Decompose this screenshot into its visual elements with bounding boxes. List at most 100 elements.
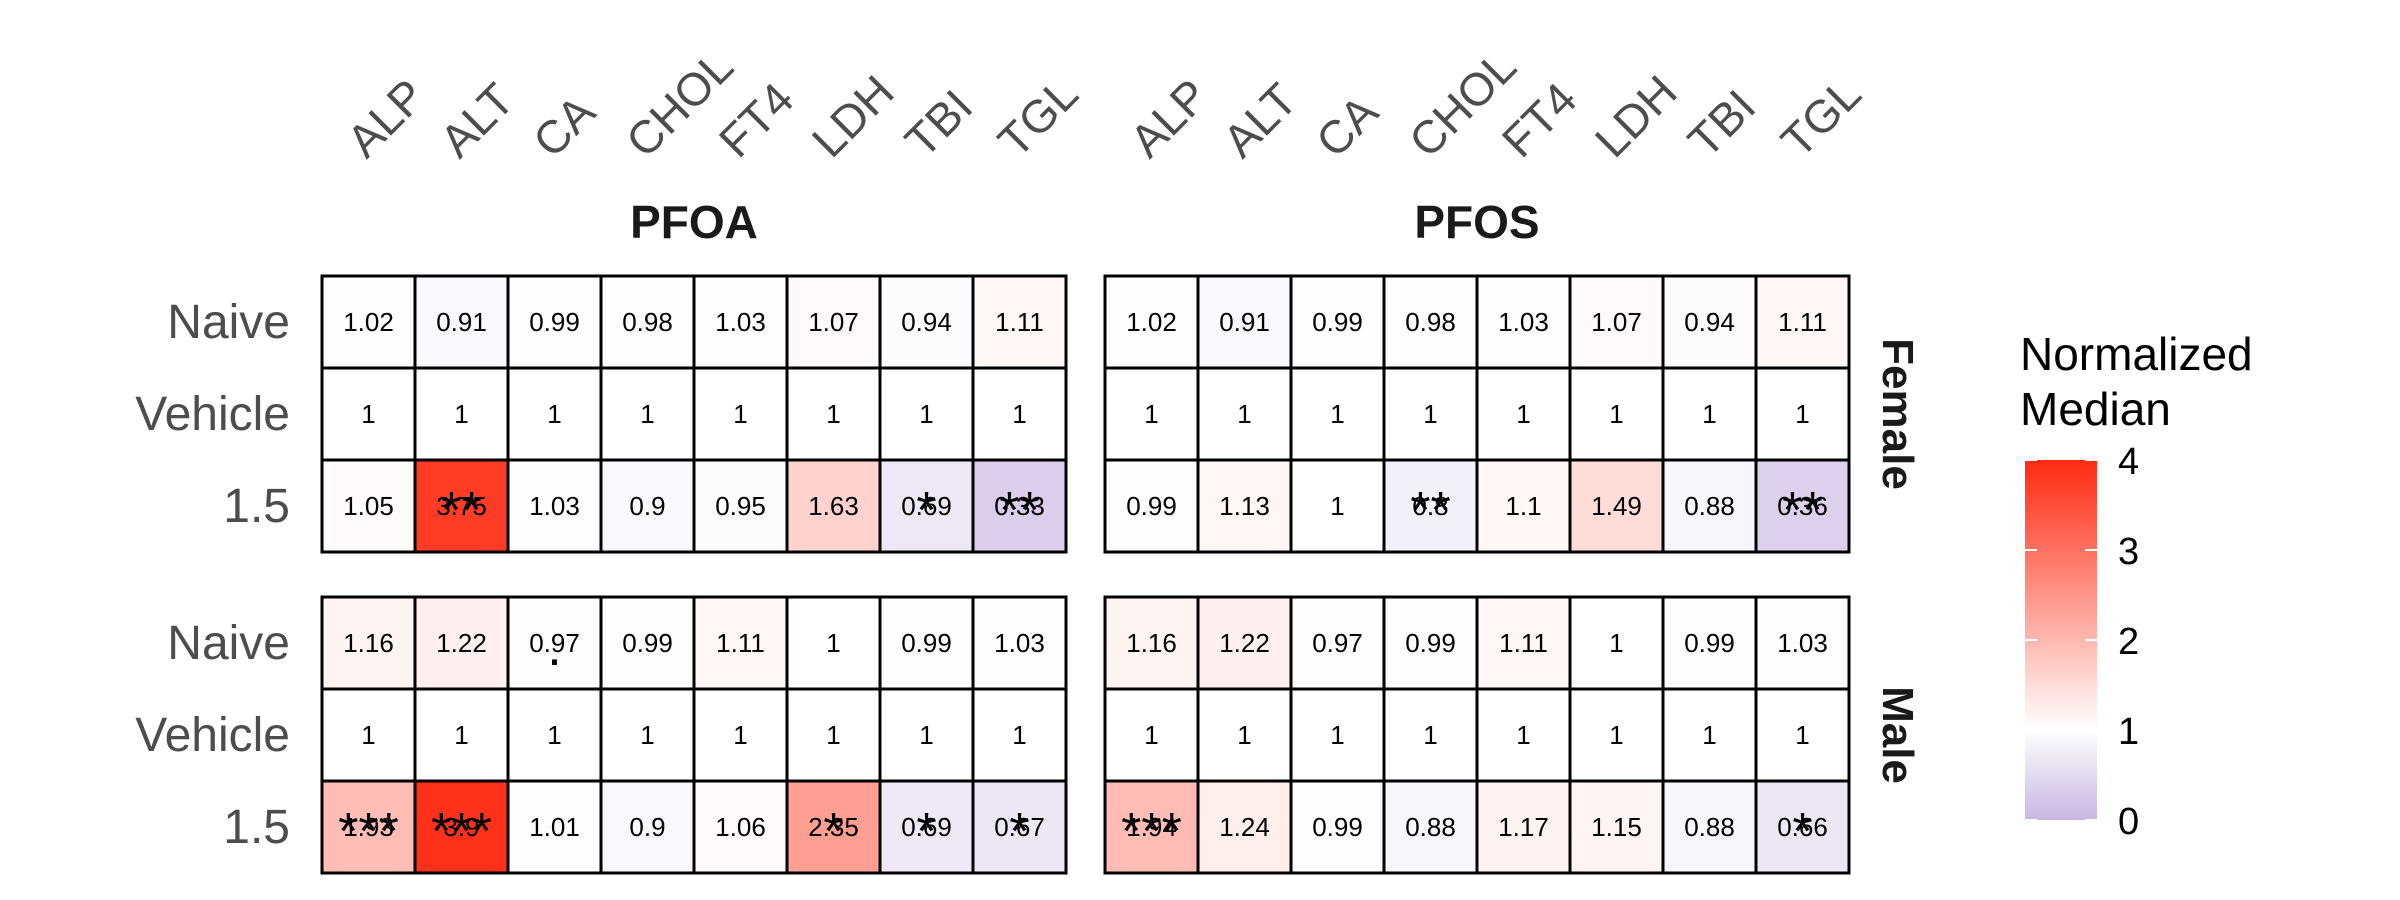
significance-marker: *	[916, 803, 936, 861]
cell-value-label: 0.91	[1219, 307, 1270, 337]
heatmap-cell	[1568, 779, 1665, 875]
significance-marker: *	[1009, 803, 1029, 861]
heatmap-cell	[1196, 687, 1293, 783]
cell-value-label: 1.24	[1219, 812, 1270, 842]
cell-value-label: 1	[1516, 399, 1530, 429]
cell-value-label: 1.16	[1126, 628, 1177, 658]
cell-value-label: 0.88	[1405, 812, 1456, 842]
cell-value-label: 1	[1516, 720, 1530, 750]
cell-value-label: 1.03	[1777, 628, 1828, 658]
heatmap-cell	[506, 458, 603, 554]
panel-pfos-female: 1.02 0.91 0.99 0.98 1.03 1.07 0.94 1.111 1 1 1 1 1 1 1…	[1103, 274, 1851, 554]
heatmap-cell	[878, 458, 975, 554]
heatmap-cell	[1754, 458, 1851, 554]
cell-value-label: 0.97	[1312, 628, 1363, 658]
cell-value-label: 1	[547, 399, 561, 429]
heatmap-cell	[1289, 779, 1386, 875]
x-tick-label: CHOL	[1399, 40, 1526, 167]
heatmap-cell	[1754, 687, 1851, 783]
heatmap-cell	[971, 274, 1068, 370]
panel-pfos-male: 1.16 1.22 0.97 0.99 1.11 1 0.99 1.03 1 1 1 1 1 1 1 1 1.9…	[1103, 595, 1851, 875]
heatmap-cell	[1382, 458, 1479, 554]
cell-value-label: 1.22	[1219, 628, 1270, 658]
cell-value-label: 1.05	[343, 491, 394, 521]
x-tick-label: TGL	[988, 67, 1088, 167]
x-tick-label: LDH	[802, 65, 904, 167]
heatmap-cell	[320, 687, 417, 783]
cell-value-label: 1	[826, 399, 840, 429]
heatmap-cell	[1103, 595, 1200, 691]
cell-value-label: 1.63	[808, 491, 859, 521]
cell-value-label: 0.36	[1777, 491, 1828, 521]
x-tick-label: ALP	[337, 69, 435, 167]
cell-value-label: 3.9	[443, 812, 479, 842]
cell-value-label: 1.13	[1219, 491, 1270, 521]
legend-tick-label: 3	[2118, 531, 2139, 573]
cell-value-label: 0.99	[901, 628, 952, 658]
cell-value-label: 1.01	[529, 812, 580, 842]
cell-value-label: 0.94	[1684, 307, 1735, 337]
heatmap-cell	[1475, 779, 1572, 875]
cell-value-label: 0.99	[1126, 491, 1177, 521]
cell-value-label: 1.03	[529, 491, 580, 521]
cell-value-label: 1	[361, 399, 375, 429]
significance-marker: **	[1782, 482, 1822, 540]
cell-value-label: 1.93	[343, 812, 394, 842]
cell-value-label: 1.94	[1126, 812, 1177, 842]
panels-layer: 1.02 0.91 0.99 0.98 1.03 1.07 0.94 1.111 1 1 1 1 1 1 1…	[320, 274, 1851, 875]
heatmap-cell	[599, 366, 696, 462]
cell-value-label: 0.99	[1312, 307, 1363, 337]
significance-marker: ***	[1121, 803, 1182, 861]
cell-value-label: 3.75	[436, 491, 487, 521]
cell-value-label: 1.02	[343, 307, 394, 337]
heatmap-cell	[1382, 366, 1479, 462]
heatmap-cell	[878, 779, 975, 875]
legend-title: Normalized	[2020, 328, 2253, 380]
heatmap-cell	[599, 687, 696, 783]
heatmap-cell	[320, 458, 417, 554]
cell-value-label: 1	[454, 720, 468, 750]
cell-value-label: 1	[1423, 399, 1437, 429]
heatmap-cell	[971, 458, 1068, 554]
cell-value-label: 1.11	[995, 307, 1044, 337]
heatmap-cell	[785, 366, 882, 462]
facet-row-label: Male	[1873, 686, 1922, 784]
cell-value-label: 1	[1795, 399, 1809, 429]
heatmap-cell	[599, 779, 696, 875]
cell-value-label: 1.07	[1591, 307, 1642, 337]
heatmap-cell	[1475, 595, 1572, 691]
x-tick-label: ALT	[430, 73, 524, 167]
cell-value-label: 2.35	[808, 812, 859, 842]
legend-tick-label: 2	[2118, 621, 2139, 663]
heatmap-cell	[1289, 595, 1386, 691]
cell-value-label: 1	[1609, 628, 1623, 658]
cell-value-label: 0.8	[1412, 491, 1448, 521]
cell-value-label: 0.99	[1405, 628, 1456, 658]
y-tick-label: Naive	[167, 617, 290, 670]
cell-value-label: 1	[1237, 720, 1251, 750]
heatmap-cell	[506, 779, 603, 875]
y-tick-label: 1.5	[223, 480, 290, 533]
heatmap-cell	[878, 687, 975, 783]
cell-value-label: 0.66	[1777, 812, 1828, 842]
cell-value-label: 1	[1012, 399, 1026, 429]
heatmap-cell	[413, 595, 510, 691]
x-tick-label: TBI	[895, 80, 982, 167]
cell-value-label: 1	[1423, 720, 1437, 750]
heatmap-cell	[785, 458, 882, 554]
cell-value-label: 0.88	[1684, 812, 1735, 842]
significance-marker: **	[441, 482, 481, 540]
panel-pfoa-female: 1.02 0.91 0.99 0.98 1.03 1.07 0.94 1.111 1 1 1 1 1 1 1…	[320, 274, 1068, 554]
x-tick-label: TGL	[1771, 67, 1871, 167]
cell-value-label: 1.11	[1499, 628, 1548, 658]
cell-value-label: 1	[1609, 399, 1623, 429]
cell-value-label: 1	[1795, 720, 1809, 750]
cell-value-label: 1	[733, 399, 747, 429]
legend-tick-label: 4	[2118, 441, 2139, 483]
cell-value-label: 0.97	[529, 628, 580, 658]
y-tick-label: 1.5	[223, 801, 290, 854]
cell-value-label: 0.69	[901, 491, 952, 521]
heatmap-cell	[1382, 595, 1479, 691]
cell-value-label: 0.91	[436, 307, 487, 337]
